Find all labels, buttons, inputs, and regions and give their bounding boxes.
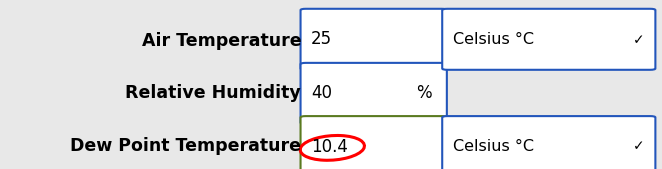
Text: Dew Point Temperature: Dew Point Temperature [70,137,301,155]
FancyBboxPatch shape [442,116,655,169]
FancyBboxPatch shape [301,63,447,124]
Text: %: % [416,84,432,102]
Text: Celsius °C: Celsius °C [453,139,534,154]
FancyBboxPatch shape [442,9,655,70]
Text: ✓: ✓ [633,139,645,153]
FancyBboxPatch shape [301,116,447,169]
Text: ✓: ✓ [633,34,645,47]
Text: Celsius °C: Celsius °C [453,32,534,47]
Text: Relative Humidity: Relative Humidity [126,84,301,102]
Text: Air Temperature: Air Temperature [142,32,301,50]
FancyBboxPatch shape [301,9,447,70]
Text: 10.4: 10.4 [311,138,348,156]
Text: 25: 25 [311,30,332,48]
Text: 40: 40 [311,84,332,102]
